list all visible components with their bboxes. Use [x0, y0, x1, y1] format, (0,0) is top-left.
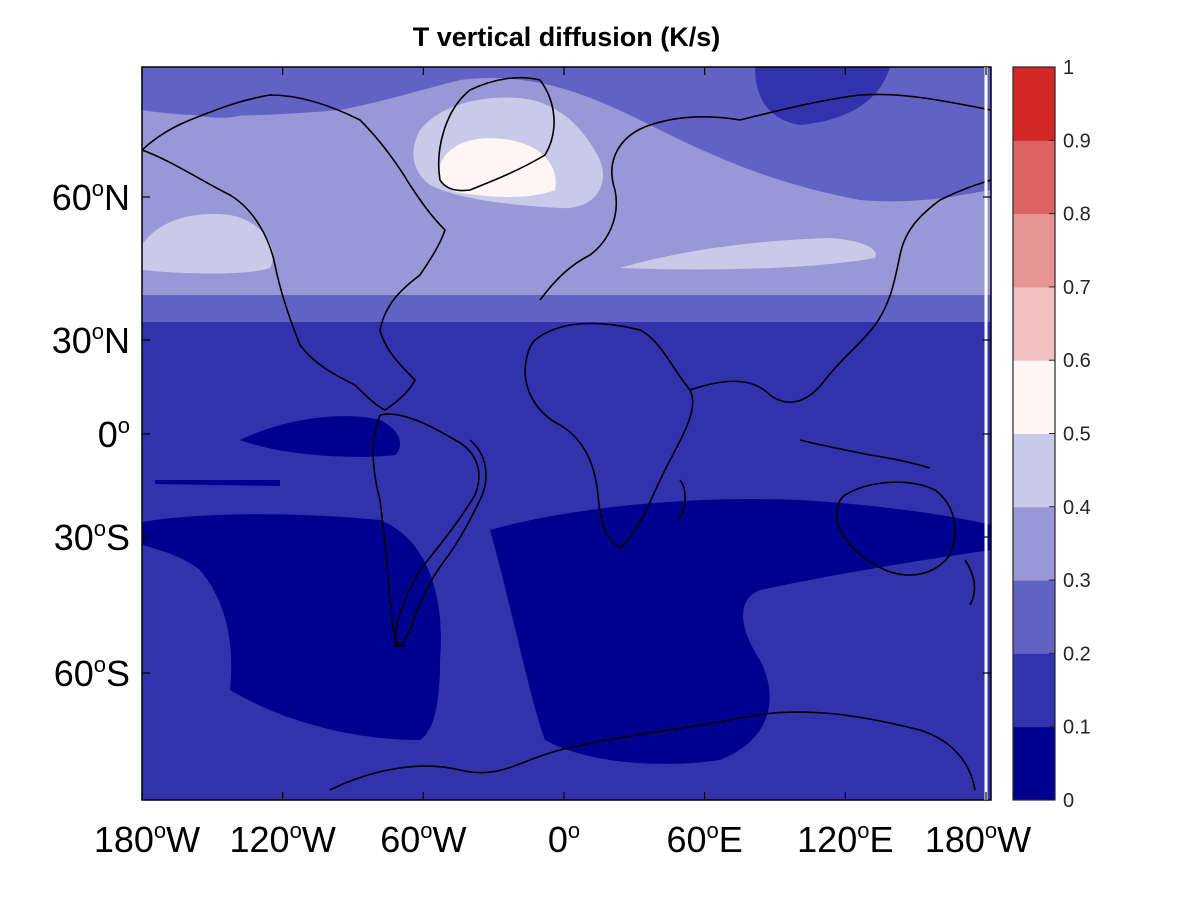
x-tick-label: 180oW: [925, 818, 1031, 860]
x-tick-label: 60oE: [667, 818, 743, 860]
hemisphere-letter: S: [106, 517, 130, 558]
x-tick-value: 60: [667, 819, 707, 860]
degree-symbol: o: [94, 652, 106, 677]
y-tick-label: 30oS: [54, 516, 130, 558]
y-tick-value: 60: [54, 653, 94, 694]
colorbar-segment: [1013, 213, 1055, 288]
hemisphere-letter: W: [302, 819, 336, 860]
x-tick-value: 120: [797, 819, 857, 860]
contour-band-0.4-0.5-asia: [620, 238, 876, 270]
colorbar-tick-label: 0.5: [1063, 424, 1091, 446]
x-tick-value: 120: [230, 819, 290, 860]
colorbar-tick-label: 0.4: [1063, 497, 1091, 519]
degree-symbol: o: [92, 319, 104, 344]
coast-australia: [836, 481, 956, 576]
colorbar-tick-label: 0.9: [1063, 130, 1091, 152]
y-tick-label: 60oS: [54, 652, 130, 694]
y-tick-value: 30: [54, 517, 94, 558]
hemisphere-letter: N: [104, 177, 130, 218]
contour-band-southern-west: [142, 514, 441, 740]
colorbar-segment: [1013, 433, 1055, 508]
colorbar-segment: [1013, 286, 1055, 361]
y-tick-label: 60oN: [52, 176, 130, 218]
colorbar-tick-label: 0.7: [1063, 277, 1091, 299]
x-tick-label: 120oW: [230, 818, 336, 860]
y-tick-value: 0: [98, 414, 118, 455]
degree-symbol: o: [857, 818, 869, 843]
colorbar-tick-label: 0.8: [1063, 204, 1091, 226]
y-tick-label: 30oN: [52, 319, 130, 361]
hemisphere-letter: E: [869, 819, 893, 860]
coast-indonesia: [799, 439, 931, 469]
x-tick-value: 180: [94, 819, 154, 860]
x-tick-value: 0: [548, 819, 568, 860]
x-tick-label: 120oE: [797, 818, 893, 860]
coast-antarctica: [329, 711, 976, 791]
contour-band-tropical-low-2: [155, 480, 280, 486]
colorbar-tick-label: 0.3: [1063, 570, 1091, 592]
colorbar-segment: [1013, 653, 1055, 728]
degree-symbol: o: [118, 413, 130, 438]
coastlines: [142, 76, 991, 791]
contour-band-tropical-low: [240, 416, 400, 457]
coast-europe: [539, 115, 741, 301]
colorbar-segment: [1013, 140, 1055, 215]
x-axis-ticks: 180oW 120oW 60oW 0o 60oE 120oE 180oW: [94, 67, 1031, 860]
degree-symbol: o: [568, 818, 580, 843]
colorbar-segment: [1013, 580, 1055, 654]
x-tick-label: 60oW: [380, 818, 466, 860]
degree-symbol: o: [154, 818, 166, 843]
colorbar-tick-label: 0: [1063, 790, 1074, 812]
colorbar-segment: [1013, 506, 1055, 581]
contour-band-southern-east: [490, 499, 991, 764]
degree-symbol: o: [707, 818, 719, 843]
y-tick-value: 30: [52, 320, 92, 361]
x-tick-label: 0o: [548, 818, 580, 860]
colorbar-segment: [1013, 360, 1055, 434]
contour-band-0.4-0.5-west: [142, 214, 274, 274]
colorbar: 0 0.1 0.2 0.3 0.4 0.5 0.6 0.7 0.8 0.9 1: [1012, 57, 1091, 812]
colorbar-tick-label: 0.1: [1063, 717, 1091, 739]
hemisphere-letter: E: [719, 819, 743, 860]
coast-asia: [689, 179, 991, 404]
coast-north-america: [142, 94, 446, 411]
coast-nz: [964, 559, 976, 606]
hemisphere-letter: W: [432, 819, 466, 860]
hemisphere-letter: S: [106, 653, 130, 694]
coast-south-america-west: [372, 414, 406, 647]
x-tick-value: 60: [380, 819, 420, 860]
contour-band-0.5-0.6: [438, 138, 556, 197]
colorbar-tick-label: 1: [1063, 57, 1074, 79]
plot-title: T vertical diffusion (K/s): [412, 22, 721, 52]
colorbar-tick-label: 0.2: [1063, 643, 1091, 665]
contour-band-arctic-east: [755, 67, 890, 125]
hemisphere-letter: W: [997, 819, 1031, 860]
degree-symbol: o: [92, 176, 104, 201]
degree-symbol: o: [94, 516, 106, 541]
y-tick-value: 60: [52, 177, 92, 218]
colorbar-segment: [1013, 726, 1055, 801]
coast-madagascar: [677, 479, 686, 521]
degree-symbol: o: [290, 818, 302, 843]
colorbar-segment: [1013, 67, 1055, 141]
contour-field: [142, 67, 991, 800]
colorbar-tick-label: 0.6: [1063, 350, 1091, 372]
degree-symbol: o: [420, 818, 432, 843]
x-tick-value: 180: [925, 819, 985, 860]
hemisphere-letter: N: [104, 320, 130, 361]
coast-africa: [524, 322, 694, 549]
degree-symbol: o: [985, 818, 997, 843]
y-tick-label: 0o: [98, 413, 130, 455]
coast-asia-north: [739, 93, 991, 121]
coast-greenland: [437, 76, 555, 192]
x-tick-label: 180oW: [94, 818, 200, 860]
hemisphere-letter: W: [166, 819, 200, 860]
